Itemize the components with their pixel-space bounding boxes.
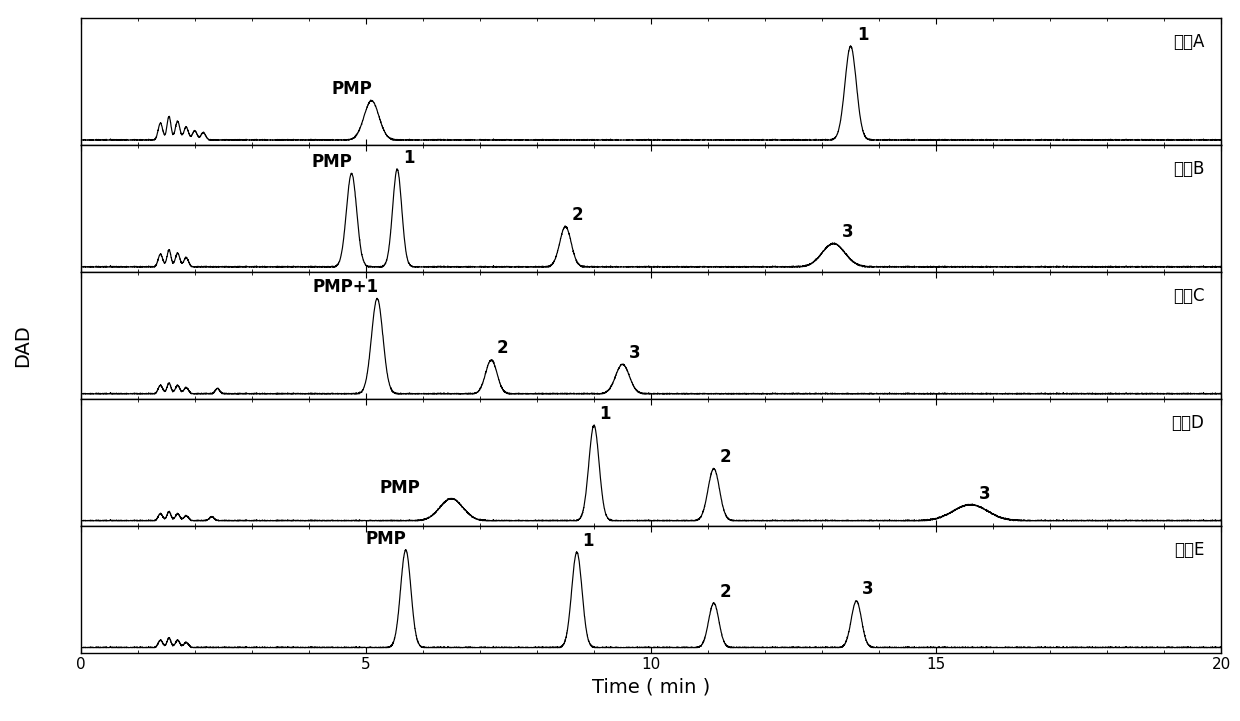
Text: 3: 3	[862, 580, 874, 598]
Text: 1: 1	[600, 405, 611, 423]
Text: 3: 3	[842, 224, 853, 241]
Text: PMP: PMP	[331, 80, 372, 98]
Text: 2: 2	[719, 448, 732, 466]
Text: 2: 2	[497, 340, 508, 358]
Text: 1: 1	[583, 531, 594, 549]
Text: DAD: DAD	[12, 324, 32, 368]
Text: 梯度B: 梯度B	[1173, 160, 1204, 178]
Text: 2: 2	[719, 583, 732, 601]
Text: 1: 1	[858, 26, 869, 44]
Text: 1: 1	[403, 149, 414, 167]
Text: 梯度E: 梯度E	[1174, 541, 1204, 559]
Text: 梯度D: 梯度D	[1172, 414, 1204, 432]
Text: 2: 2	[572, 206, 583, 224]
Text: 梯度A: 梯度A	[1173, 33, 1204, 51]
Text: PMP: PMP	[366, 529, 407, 547]
X-axis label: Time ( min ): Time ( min )	[591, 678, 711, 697]
Text: 3: 3	[980, 485, 991, 503]
Text: PMP: PMP	[311, 153, 352, 171]
Text: PMP: PMP	[379, 479, 420, 497]
Text: PMP+1: PMP+1	[312, 278, 379, 296]
Text: 梯度C: 梯度C	[1173, 287, 1204, 305]
Text: 3: 3	[630, 344, 641, 362]
